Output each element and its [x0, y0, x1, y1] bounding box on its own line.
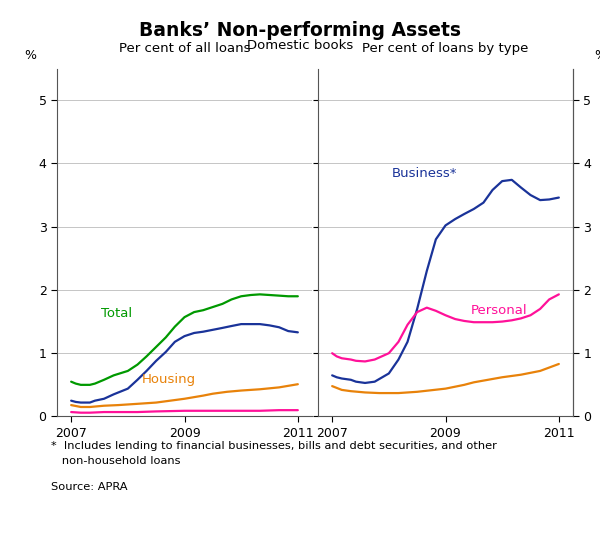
Text: Personal: Personal [471, 304, 527, 317]
Text: Banks’ Non-performing Assets: Banks’ Non-performing Assets [139, 21, 461, 40]
Text: Housing: Housing [142, 373, 196, 386]
Text: Total: Total [101, 306, 132, 319]
Text: %: % [24, 49, 36, 61]
Text: *  Includes lending to financial businesses, bills and debt securities, and othe: * Includes lending to financial business… [51, 441, 497, 451]
Text: Per cent of all loans: Per cent of all loans [119, 42, 250, 55]
Text: Business*: Business* [392, 167, 457, 180]
Text: %: % [594, 49, 600, 61]
Text: non-household loans: non-household loans [51, 456, 181, 466]
Text: Source: APRA: Source: APRA [51, 482, 128, 492]
Text: Per cent of loans by type: Per cent of loans by type [362, 42, 529, 55]
Text: Domestic books: Domestic books [247, 39, 353, 53]
